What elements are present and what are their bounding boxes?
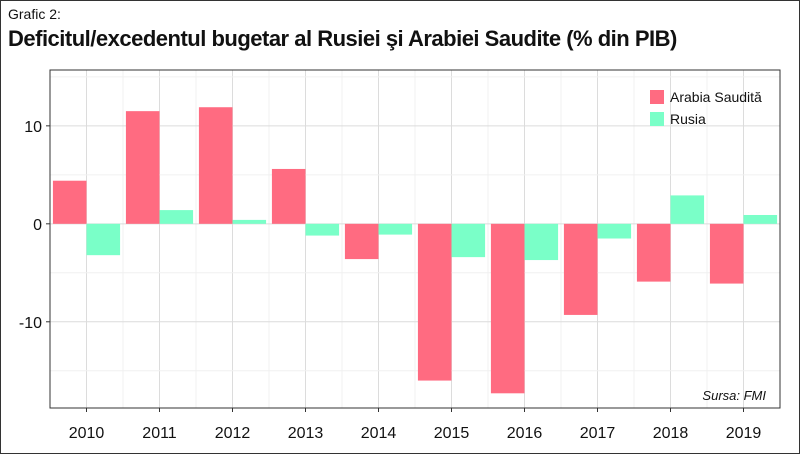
chart-title: Deficitul/excedentul bugetar al Rusiei ş… xyxy=(8,26,677,51)
y-tick-label: -10 xyxy=(19,315,42,332)
bar-russia-2010 xyxy=(86,223,121,256)
bar-russia-2015 xyxy=(451,223,486,258)
bar-russia-2016 xyxy=(524,223,559,261)
bar-saudi-2018 xyxy=(636,223,671,282)
bar-russia-2014 xyxy=(378,223,413,235)
x-tick-label: 2015 xyxy=(434,425,470,442)
legend-swatch-russia xyxy=(650,112,664,126)
plot-border xyxy=(49,69,781,409)
bar-saudi-2013 xyxy=(271,168,306,224)
y-tick-label: 0 xyxy=(33,217,42,234)
bar-saudi-2015 xyxy=(417,223,452,381)
legend-label-russia: Rusia xyxy=(670,111,706,127)
x-tick-label: 2019 xyxy=(726,425,762,442)
x-tick-label: 2014 xyxy=(361,425,397,442)
bar-russia-2011 xyxy=(159,210,194,224)
bar-saudi-2019 xyxy=(709,223,744,284)
bar-saudi-2012 xyxy=(198,107,233,224)
x-tick-label: 2010 xyxy=(69,425,105,442)
legend-label-saudi: Arabia Saudită xyxy=(670,89,762,105)
y-tick-label: 10 xyxy=(24,119,42,136)
bar-russia-2018 xyxy=(670,195,705,224)
axes: -10 0 10 2010 2011 2012 2013 2014 2015 2016 2017 20… xyxy=(19,119,762,442)
bar-russia-2019 xyxy=(743,214,778,224)
bar-saudi-2016 xyxy=(490,223,525,394)
bar-saudi-2017 xyxy=(563,223,598,315)
source-note: Sursa: FMI xyxy=(702,388,766,403)
x-tick-label: 2012 xyxy=(215,425,251,442)
bar-russia-2012 xyxy=(232,219,267,224)
figure-label: Grafic 2: xyxy=(8,6,61,22)
legend-swatch-saudi xyxy=(650,90,664,104)
bars xyxy=(52,107,778,394)
x-tick-label: 2011 xyxy=(142,425,177,442)
x-tick-label: 2018 xyxy=(653,425,689,442)
bar-saudi-2014 xyxy=(344,223,379,260)
x-tick-label: 2017 xyxy=(580,425,616,442)
x-tick-label: 2016 xyxy=(507,425,543,442)
legend: Arabia Saudită Rusia xyxy=(650,89,762,127)
bar-saudi-2011 xyxy=(125,111,160,224)
bar-russia-2013 xyxy=(305,223,340,236)
bar-saudi-2010 xyxy=(52,180,87,224)
x-tick-label: 2013 xyxy=(288,425,324,442)
bar-russia-2017 xyxy=(597,223,632,239)
